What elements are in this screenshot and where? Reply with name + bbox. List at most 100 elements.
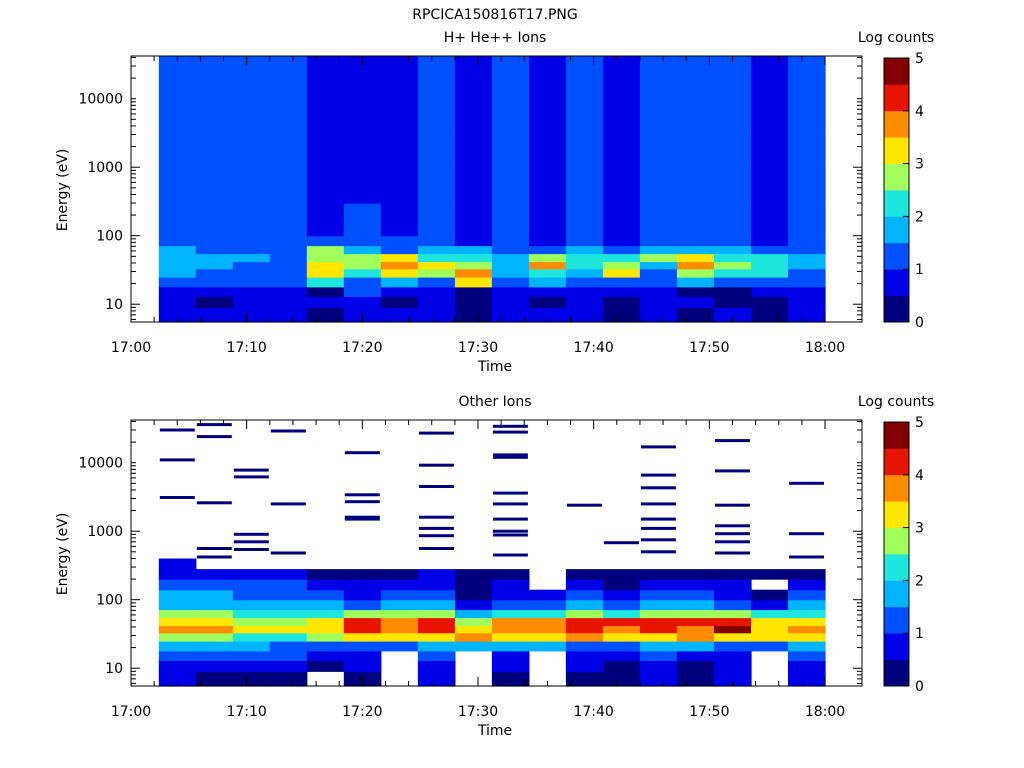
heatmap-cell [676, 589, 715, 601]
heatmap-cell [158, 558, 197, 570]
sparse-hit [159, 428, 195, 432]
heatmap-cell [343, 569, 382, 580]
colorbar-step [884, 516, 909, 520]
heatmap-cell [454, 625, 493, 634]
sparse-hit [492, 453, 528, 457]
colorbar-step [884, 554, 909, 557]
heatmap-cell [306, 641, 345, 652]
colorbar-step [884, 492, 909, 495]
colorbar-step [884, 297, 909, 301]
heatmap-cell [269, 599, 308, 611]
heatmap-cell [602, 261, 641, 270]
heatmap-cell [306, 650, 345, 661]
heatmap-cell [195, 235, 234, 247]
heatmap-cell [269, 56, 308, 136]
heatmap-cell [306, 296, 345, 308]
heatmap-cell [565, 296, 604, 308]
heatmap-cell [454, 268, 493, 278]
heatmap-cell [380, 599, 419, 611]
colorbar-step [884, 117, 909, 120]
sparse-hit [492, 491, 528, 495]
heatmap-cell [639, 203, 678, 237]
sparse-hit [233, 468, 269, 472]
heatmap-cell [491, 253, 530, 263]
heatmap-cell [751, 641, 789, 652]
colorbar-step [884, 582, 909, 586]
colorbar-step [884, 282, 909, 285]
heatmap-cell [565, 167, 604, 204]
sparse-hit [715, 551, 750, 555]
heatmap-cell [343, 253, 382, 263]
heatmap-cell [232, 296, 271, 308]
sparse-hit [715, 540, 750, 544]
heatmap-cell [788, 286, 826, 297]
colorbar-step [884, 205, 909, 208]
heatmap-cell [565, 277, 604, 288]
heatmap-cell [269, 134, 308, 168]
heatmap-cell [380, 569, 419, 580]
heatmap-cell [602, 286, 641, 297]
heatmap-cell [454, 307, 493, 323]
heatmap-cell [602, 569, 641, 580]
x-tick-label: 17:20 [342, 704, 382, 720]
heatmap-cell [714, 235, 752, 247]
colorbar-step [884, 659, 909, 663]
colorbar-step [884, 104, 909, 107]
colorbar-step [884, 84, 909, 87]
colorbar-step [884, 218, 909, 222]
colorbar-step [884, 176, 909, 180]
heatmap-cell [195, 203, 234, 237]
colorbar-step [884, 648, 909, 652]
heatmap-cell [528, 253, 567, 263]
heatmap-cell [195, 286, 234, 297]
heatmap-cell [602, 253, 641, 263]
heatmap-cell [676, 268, 715, 278]
heatmap-cell [195, 617, 234, 627]
heatmap-cell [676, 286, 715, 297]
heatmap-cell [232, 609, 271, 619]
colorbar-step [884, 496, 909, 500]
heatmap-cell [454, 203, 493, 237]
colorbar-step [884, 319, 909, 323]
heatmap-cell [714, 671, 752, 687]
heatmap-cell [491, 625, 530, 634]
heatmap-cell [232, 589, 271, 601]
colorbar-step [884, 256, 909, 259]
colorbar-step [884, 642, 909, 645]
heatmap-cell [602, 235, 641, 247]
colorbar-step [884, 598, 909, 601]
colorbar-step [884, 315, 909, 318]
heatmap-cell [788, 235, 826, 247]
heatmap-cell [602, 277, 641, 288]
colorbar-step [884, 110, 909, 114]
colorbar-step [884, 615, 909, 619]
colorbar-step [884, 137, 909, 140]
heatmap-cell [788, 660, 826, 672]
colorbar-step [884, 304, 909, 307]
heatmap-cell [528, 268, 567, 278]
colorbar-tick-label: 2 [915, 209, 924, 225]
heatmap-cell [751, 296, 789, 308]
heatmap-cell [639, 660, 678, 672]
heatmap-cell [343, 599, 382, 611]
sparse-hit [789, 532, 824, 536]
x-tick-label: 17:10 [226, 340, 266, 356]
heatmap-cell [676, 203, 715, 237]
heatmap-cell [269, 286, 308, 297]
heatmap-cell [454, 609, 493, 619]
heatmap-cell [714, 245, 752, 255]
heatmap-cell [491, 277, 530, 288]
heatmap-cell [639, 261, 678, 270]
heatmap-cell [158, 235, 197, 247]
heatmap-cell [306, 286, 345, 297]
colorbar-step [884, 580, 909, 583]
colorbar-step [884, 602, 909, 605]
sparse-hit [196, 501, 232, 505]
colorbar-step [884, 238, 909, 241]
heatmap-cell [714, 632, 752, 642]
heatmap-cell [714, 296, 752, 308]
colorbar-step [884, 521, 909, 524]
x-axis-label: Time [477, 359, 512, 375]
heatmap-cell [269, 617, 308, 627]
